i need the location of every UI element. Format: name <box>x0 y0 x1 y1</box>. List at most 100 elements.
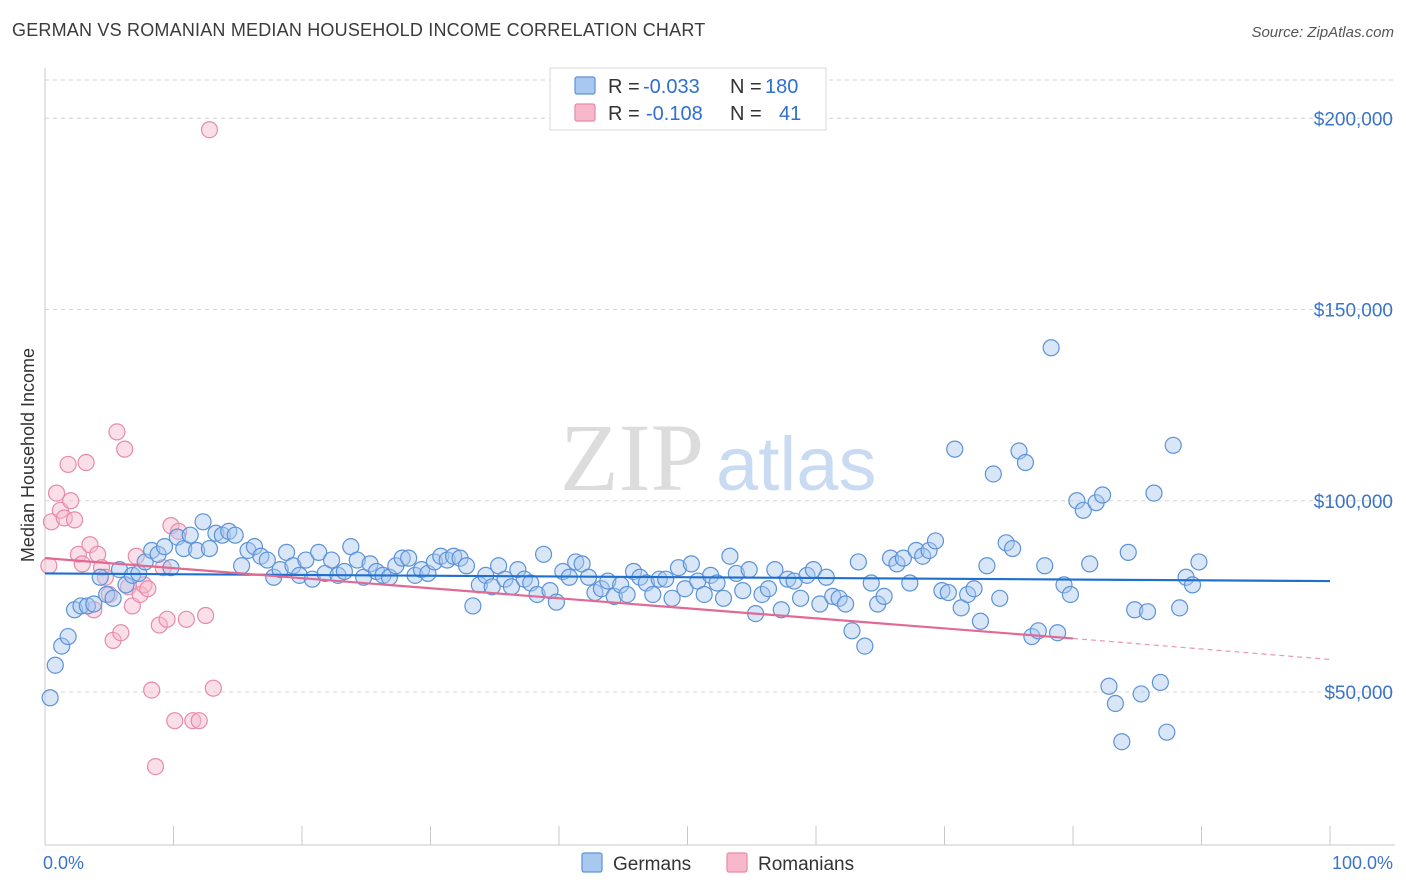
german-point <box>624 562 643 581</box>
german-point <box>258 551 276 569</box>
source-label: Source: ZipAtlas.com <box>1251 24 1394 41</box>
german-point <box>836 595 855 613</box>
german-point <box>400 549 418 567</box>
german-point <box>1190 553 1208 571</box>
german-point <box>509 560 527 579</box>
german-point <box>547 593 566 611</box>
german-point <box>207 524 225 542</box>
y-tick-label: $100,000 <box>1314 492 1393 513</box>
german-point <box>1106 694 1125 713</box>
germans-trend-line <box>44 572 1331 583</box>
legend-swatch-germans <box>574 76 596 95</box>
german-point <box>528 585 546 604</box>
german-point <box>46 656 64 674</box>
german-point <box>933 582 951 600</box>
watermark: ZIP atlas <box>560 404 877 511</box>
german-point <box>926 532 945 550</box>
axes <box>44 68 1395 846</box>
german-point <box>104 589 122 607</box>
legend-n-label-germans: N = <box>730 76 762 98</box>
legend-n-value-germans: 180 <box>765 76 798 98</box>
german-point <box>310 543 328 561</box>
german-point <box>194 513 212 531</box>
german-point <box>1126 601 1144 619</box>
legend-n-label-romanians: N = <box>730 103 762 125</box>
german-point <box>1093 486 1112 504</box>
german-point <box>708 574 726 592</box>
german-point <box>1068 492 1086 510</box>
legend-r-value-germans: -0.033 <box>643 76 700 98</box>
german-point <box>875 587 893 605</box>
romanian-point <box>42 513 61 531</box>
legend-r-label-germans: R = <box>608 76 640 98</box>
german-point <box>226 526 244 544</box>
legend-top: R = -0.033 N = 180 R = -0.108 N = 41 <box>549 67 827 131</box>
german-point <box>1042 339 1060 357</box>
german-point <box>843 622 861 640</box>
german-point <box>78 597 97 615</box>
german-point <box>920 541 938 560</box>
german-point <box>41 689 59 707</box>
german-point <box>245 538 264 556</box>
german-point <box>1016 453 1035 472</box>
romanian-point <box>47 484 66 502</box>
romanian-point <box>73 555 91 573</box>
german-point <box>779 570 797 588</box>
german-point <box>740 560 758 579</box>
german-point <box>830 589 848 607</box>
german-point <box>888 555 906 573</box>
german-point <box>824 587 842 605</box>
german-point <box>997 534 1015 552</box>
german-point <box>1081 555 1099 573</box>
y-tick-label: $150,000 <box>1314 301 1393 322</box>
german-point <box>567 553 585 571</box>
romanian-point <box>158 610 176 628</box>
german-point <box>1138 603 1157 621</box>
german-point <box>791 589 810 607</box>
german-point <box>856 637 874 655</box>
german-point <box>117 576 135 594</box>
german-point <box>1119 543 1137 561</box>
german-point <box>59 627 77 646</box>
german-point <box>1158 723 1176 741</box>
german-point <box>1113 733 1131 751</box>
german-point <box>959 585 977 604</box>
legend-bottom-swatch-romanians <box>726 852 748 873</box>
german-point <box>91 568 109 586</box>
legend-bottom-swatch-germans <box>581 852 603 873</box>
german-point <box>200 539 219 558</box>
german-point <box>181 526 199 544</box>
romanian-point <box>190 712 208 730</box>
german-point <box>335 562 354 581</box>
german-point <box>1164 436 1182 454</box>
german-point <box>1145 484 1163 502</box>
german-point <box>618 585 636 604</box>
german-point <box>1036 557 1054 575</box>
german-point <box>123 566 141 584</box>
german-point <box>753 585 771 604</box>
german-point <box>849 553 868 571</box>
romanian-point <box>108 423 126 441</box>
german-point <box>798 566 816 584</box>
german-point <box>984 465 1002 483</box>
german-point <box>1100 677 1118 695</box>
romanian-point <box>184 712 202 730</box>
german-point <box>322 551 341 569</box>
german-point <box>650 570 668 588</box>
romanian-point <box>204 679 222 697</box>
german-point <box>971 612 990 630</box>
legend-bottom-germans: Germans <box>613 854 691 875</box>
german-point <box>53 637 71 655</box>
romanian-point <box>197 606 215 625</box>
german-point <box>1132 685 1150 703</box>
y-tick-label: $200,000 <box>1314 109 1393 130</box>
romanian-point <box>65 511 84 529</box>
german-point <box>914 547 932 565</box>
german-point <box>721 547 739 565</box>
german-point <box>1055 576 1073 594</box>
romanian-point <box>200 121 219 139</box>
german-point <box>901 574 919 592</box>
german-point <box>695 585 713 604</box>
german-point <box>907 541 925 560</box>
tick-labels: $50,000 $100,000 $150,000 $200,000 0.0% 100.0… <box>43 109 1393 873</box>
